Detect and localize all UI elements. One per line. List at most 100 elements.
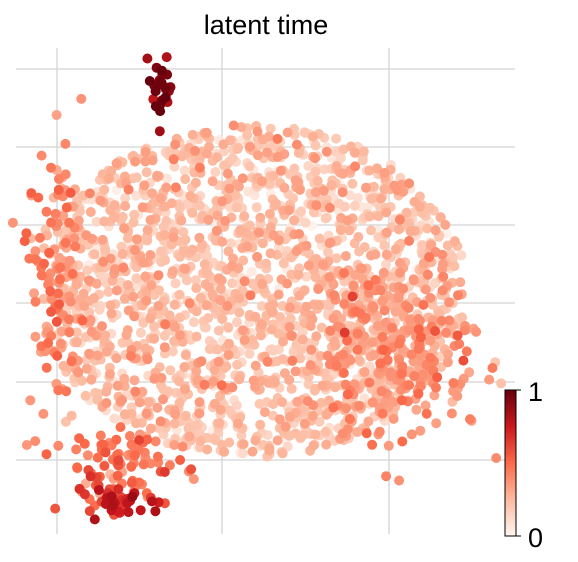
scatter-point bbox=[129, 450, 140, 461]
scatter-point bbox=[71, 337, 82, 348]
scatter-point bbox=[452, 391, 463, 402]
scatter-point bbox=[254, 227, 264, 238]
scatter-point bbox=[129, 209, 140, 220]
scatter-point bbox=[184, 431, 195, 442]
scatter-point bbox=[254, 398, 265, 409]
scatter-point bbox=[379, 184, 390, 195]
scatter-point bbox=[118, 262, 129, 273]
scatter-point bbox=[307, 314, 318, 325]
scatter-point bbox=[235, 225, 246, 236]
scatter-point bbox=[381, 259, 391, 270]
scatter-point bbox=[257, 279, 268, 289]
scatter-point bbox=[339, 201, 350, 212]
scatter-point bbox=[404, 380, 415, 391]
scatter-point bbox=[425, 352, 436, 363]
scatter-point bbox=[353, 354, 364, 365]
scatter-point bbox=[406, 349, 417, 360]
scatter-point bbox=[390, 244, 401, 255]
scatter-point bbox=[195, 292, 206, 303]
scatter-point bbox=[404, 178, 415, 189]
scatter-point bbox=[199, 379, 210, 390]
scatter-point bbox=[272, 151, 283, 162]
scatter-point bbox=[282, 278, 293, 289]
scatter-point bbox=[54, 299, 65, 310]
scatter-point bbox=[395, 257, 405, 268]
scatter-point bbox=[161, 216, 172, 227]
scatter-point bbox=[80, 390, 91, 401]
scatter-point bbox=[38, 408, 49, 419]
scatter-point bbox=[432, 372, 443, 383]
scatter-point bbox=[437, 285, 448, 296]
scatter-point bbox=[169, 440, 180, 450]
scatter-point bbox=[239, 211, 250, 222]
scatter-point bbox=[238, 255, 249, 266]
scatter-point bbox=[227, 382, 238, 393]
scatter-point bbox=[202, 148, 212, 159]
scatter-point bbox=[452, 330, 463, 341]
scatter-point bbox=[265, 123, 276, 134]
scatter-point bbox=[78, 288, 89, 299]
scatter-point bbox=[285, 313, 296, 324]
scatter-point bbox=[244, 348, 255, 359]
scatter-point bbox=[394, 475, 405, 486]
scatter-point bbox=[396, 395, 407, 406]
scatter-point bbox=[52, 350, 63, 361]
scatter-point bbox=[324, 272, 335, 283]
scatter-point bbox=[350, 306, 361, 317]
scatter-point bbox=[212, 210, 223, 221]
scatter-point bbox=[97, 234, 108, 245]
scatter-point bbox=[306, 344, 317, 355]
scatter-point bbox=[449, 236, 460, 247]
scatter-point bbox=[43, 338, 54, 348]
scatter-point bbox=[21, 440, 32, 450]
scatter-point bbox=[106, 166, 117, 176]
scatter-point bbox=[457, 312, 467, 323]
scatter-point bbox=[130, 156, 141, 167]
scatter-point bbox=[208, 433, 219, 444]
scatter-point bbox=[169, 161, 180, 172]
scatter-point bbox=[377, 296, 388, 307]
scatter-point bbox=[441, 327, 451, 338]
scatter-point bbox=[266, 324, 277, 335]
scatter-point bbox=[185, 191, 196, 201]
scatter-point bbox=[284, 302, 295, 313]
scatter-point bbox=[123, 184, 134, 195]
scatter-point bbox=[368, 350, 379, 361]
scatter-point bbox=[97, 321, 107, 332]
scatter-point bbox=[367, 337, 378, 348]
scatter-point bbox=[248, 375, 259, 386]
scatter-point bbox=[214, 418, 225, 429]
scatter-point bbox=[180, 263, 191, 274]
scatter-point bbox=[64, 217, 75, 228]
scatter-point bbox=[190, 145, 200, 156]
scatter-point bbox=[128, 291, 139, 302]
scatter-point bbox=[105, 300, 116, 311]
scatter-point bbox=[131, 273, 142, 284]
scatter-point bbox=[315, 351, 326, 361]
scatter-point bbox=[100, 244, 111, 254]
scatter-point bbox=[377, 332, 388, 342]
scatter-point bbox=[444, 315, 455, 326]
chart-title: latent time bbox=[204, 10, 329, 40]
scatter-point bbox=[72, 462, 83, 473]
scatter-point bbox=[98, 439, 109, 450]
scatter-point bbox=[219, 446, 230, 457]
scatter-point bbox=[99, 184, 110, 195]
scatter-point bbox=[145, 313, 156, 324]
scatter-point bbox=[207, 289, 218, 300]
scatter-point bbox=[471, 326, 482, 337]
scatter-point bbox=[378, 267, 389, 278]
scatter-point bbox=[303, 161, 314, 171]
scatter-point bbox=[168, 154, 179, 165]
scatter-point bbox=[131, 418, 141, 429]
scatter-point bbox=[301, 271, 312, 282]
scatter-point bbox=[53, 184, 64, 195]
scatter-point bbox=[30, 331, 41, 342]
scatter-point bbox=[153, 300, 164, 311]
scatter-point bbox=[375, 285, 386, 296]
scatter-point bbox=[310, 153, 320, 164]
scatter-point bbox=[92, 394, 103, 405]
scatter-point bbox=[388, 396, 399, 407]
scatter-point bbox=[286, 383, 297, 394]
scatter-point bbox=[208, 376, 219, 387]
